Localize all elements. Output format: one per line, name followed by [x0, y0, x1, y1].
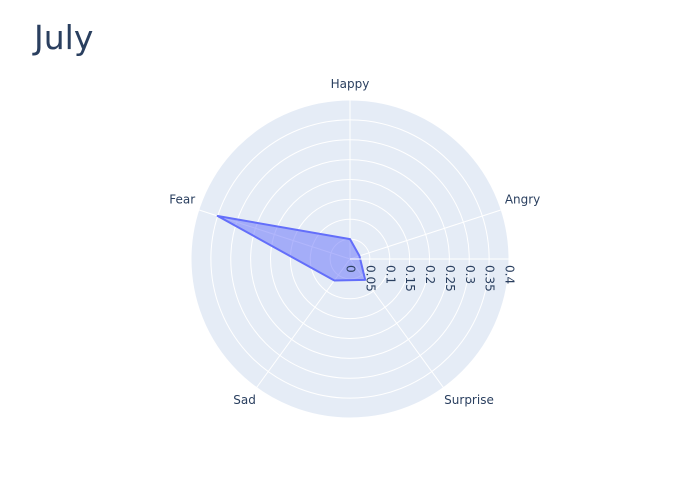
radial-tick-label: 0.05 [363, 265, 377, 292]
radial-tick-label: 0 [344, 265, 358, 273]
radial-tick-label: 0.25 [443, 265, 457, 292]
grid-spoke [349, 209, 502, 260]
radial-tick-label: 0.1 [383, 265, 397, 284]
angular-axis-labels: Happy Angry Surprise Sad Fear [169, 77, 540, 407]
radial-tick-label: 0.2 [423, 265, 437, 284]
radial-axis: 0 0.05 0.1 0.15 0.2 0.25 0.3 0.35 0.4 [344, 258, 517, 292]
radial-tick-label: 0.35 [483, 265, 497, 292]
angular-axis-label: Angry [505, 192, 540, 206]
chart-title: July [34, 18, 94, 57]
radial-tick-label: 0.15 [403, 265, 417, 292]
angular-axis-label: Fear [169, 192, 195, 206]
angular-axis-label: Surprise [444, 393, 494, 407]
angular-axis-label: Sad [233, 393, 256, 407]
angular-axis-label: Happy [331, 77, 370, 91]
radial-tick-label: 0.3 [463, 265, 477, 284]
series-area [216, 215, 367, 282]
radial-tick-label: 0.4 [503, 265, 517, 284]
